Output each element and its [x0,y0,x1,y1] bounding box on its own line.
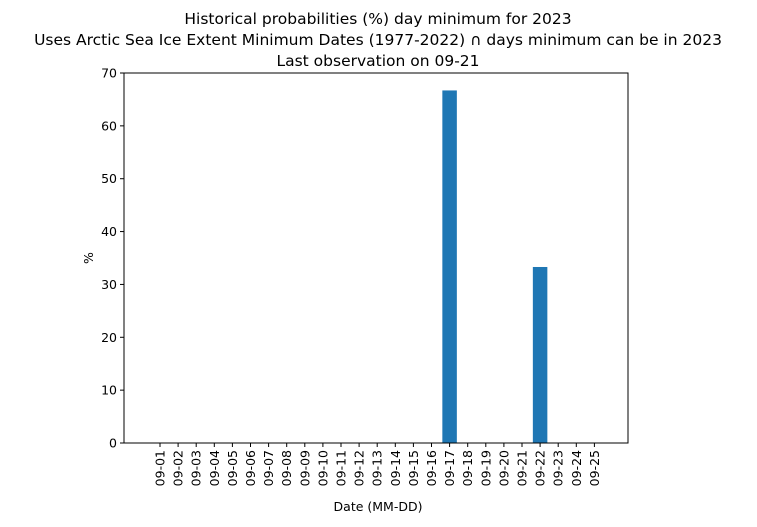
x-axis: 09-01 09-02 09-03 09-04 09-05 09-06 09-07 09-08… [153,443,602,486]
x-tick-label: 09-22 [533,450,548,486]
y-tick-label: 60 [101,118,117,133]
x-tick-label: 09-10 [315,450,330,486]
x-tick-label: 09-05 [225,450,240,486]
x-tick-label: 09-03 [189,450,204,486]
x-tick-label: 09-24 [569,450,584,486]
x-tick-label: 09-02 [171,450,186,486]
chart-title-line-3: Last observation on 09-21 [276,52,479,70]
bar-09-22 [532,266,548,443]
y-tick-label: 30 [101,277,117,292]
x-tick-label: 09-17 [442,450,457,486]
x-tick-label: 09-08 [279,450,294,486]
y-tick-label: 10 [101,383,117,398]
x-tick-label: 09-04 [207,450,222,486]
x-tick-label: 09-11 [334,450,349,486]
x-tick-label: 09-20 [496,450,511,486]
x-tick-label: 09-19 [478,450,493,486]
y-tick-label: 20 [101,330,117,345]
x-tick-label: 09-15 [406,450,421,486]
y-tick-label: 0 [109,436,117,451]
y-axis: 0 10 20 30 40 50 60 70 [101,66,124,451]
y-tick-label: 40 [101,224,117,239]
y-tick-label: 70 [101,66,117,81]
bars [442,90,548,443]
x-tick-label: 09-12 [352,450,367,486]
x-tick-label: 09-16 [424,450,439,486]
x-axis-label: Date (MM-DD) [334,499,423,514]
x-tick-label: 09-21 [515,450,530,486]
x-tick-label: 09-09 [297,450,312,486]
x-tick-label: 09-06 [243,450,258,486]
chart-title: Historical probabilities (%) day minimum… [34,10,722,70]
x-tick-label: 09-13 [370,450,385,486]
plot-frame [123,72,629,444]
y-tick-label: 50 [101,171,117,186]
x-tick-label: 09-25 [587,450,602,486]
y-axis-label: % [81,252,96,264]
chart-title-line-1: Historical probabilities (%) day minimum… [184,10,571,28]
x-tick-label: 09-01 [153,450,168,486]
chart-title-line-2: Uses Arctic Sea Ice Extent Minimum Dates… [34,31,722,49]
x-tick-label: 09-18 [460,450,475,486]
bar-09-17 [442,90,457,443]
x-tick-label: 09-07 [261,450,276,486]
x-tick-label: 09-14 [388,450,403,486]
x-tick-label: 09-23 [551,450,566,486]
